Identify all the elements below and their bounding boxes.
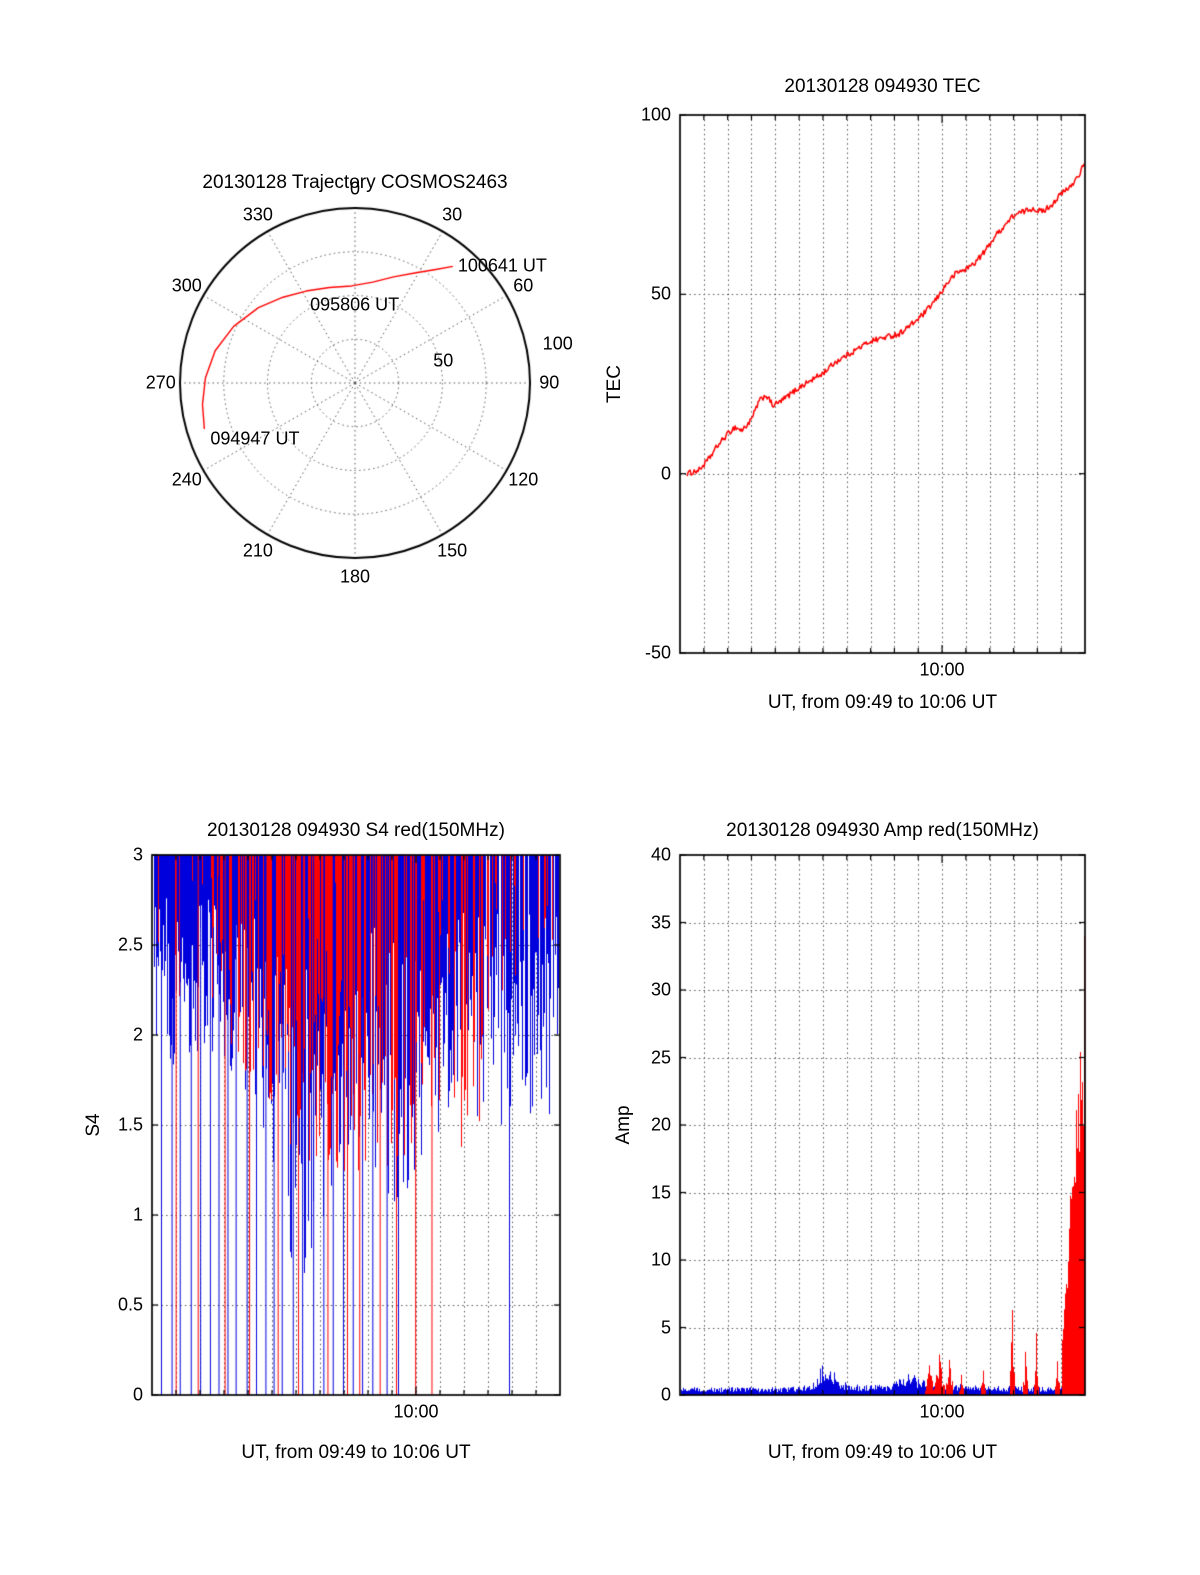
amp-panel: 20130128 094930 Amp red(150MHz) Amp UT, …	[600, 810, 1140, 1510]
tec-ytick-label: -50	[644, 642, 671, 663]
tec-plot-canvas	[600, 60, 1160, 750]
amp-title: 20130128 094930 Amp red(150MHz)	[726, 820, 1039, 841]
polar-azimuth-label-120: 120	[508, 469, 539, 490]
amp-ytick-label: 5	[660, 1317, 671, 1337]
polar-azimuth-label-60: 60	[513, 275, 534, 296]
s4-ytick-label: 2	[132, 1024, 143, 1045]
s4-x-axis-label: UT, from 09:49 to 10:06 UT	[241, 1442, 471, 1463]
tec-panel: 20130128 094930 TEC TEC UT, from 09:49 t…	[600, 60, 1160, 750]
polar-azimuth-label-0: 0	[349, 178, 361, 199]
tec-y-axis-label: TEC	[604, 365, 625, 403]
amp-ytick-label: 40	[650, 844, 671, 865]
s4-ytick-label: 2.5	[117, 934, 143, 955]
s4-panel: 20130128 094930 S4 red(150MHz) S4 UT, fr…	[80, 810, 600, 1510]
polar-azimuth-label-240: 240	[171, 469, 202, 490]
tec-ytick-label: 0	[660, 463, 671, 484]
polar-title: 20130128 Trajectory COSMOS2463	[202, 172, 508, 193]
tec-ytick-label: 100	[640, 104, 671, 125]
s4-ytick-label: 0	[132, 1384, 143, 1405]
amp-ytick-label: 10	[650, 1249, 671, 1270]
amp-xtick-label: 10:00	[919, 1401, 965, 1422]
tec-x-axis-label: UT, from 09:49 to 10:06 UT	[767, 692, 998, 713]
polar-radial-label-50: 50	[433, 350, 454, 371]
polar-azimuth-label-30: 30	[442, 204, 463, 225]
amp-x-axis-label: UT, from 09:49 to 10:06 UT	[767, 1442, 998, 1463]
polar-trajectory-panel: 20130128 Trajectory COSMOS2463 0 30 60 90 12…	[120, 160, 590, 640]
polar-azimuth-label-180: 180	[339, 566, 371, 587]
polar-azimuth-label-90: 90	[539, 372, 560, 393]
polar-azimuth-label-210: 210	[242, 540, 273, 561]
polar-sky-plot-canvas	[120, 160, 590, 640]
amp-ytick-label: 25	[650, 1047, 671, 1067]
tec-ytick-label: 50	[650, 283, 671, 304]
s4-xtick-label: 10:00	[393, 1401, 439, 1422]
s4-ytick-label: 0.5	[117, 1294, 143, 1315]
tec-title: 20130128 094930 TEC	[784, 76, 981, 97]
polar-time-annotation-2: 100641 UT	[457, 255, 547, 276]
amp-plot-canvas	[600, 810, 1140, 1510]
polar-azimuth-label-150: 150	[437, 540, 468, 561]
amp-ytick-label: 20	[650, 1114, 671, 1135]
amp-ytick-label: 15	[650, 1182, 671, 1202]
polar-azimuth-label-300: 300	[171, 275, 202, 296]
polar-time-annotation-1: 095806 UT	[310, 294, 400, 315]
polar-azimuth-label-330: 330	[242, 204, 273, 225]
polar-azimuth-label-270: 270	[145, 372, 176, 393]
amp-y-axis-label: Amp	[613, 1105, 634, 1145]
s4-ytick-label: 1.5	[117, 1114, 143, 1135]
s4-title: 20130128 094930 S4 red(150MHz)	[207, 820, 505, 841]
s4-plot-canvas	[80, 810, 600, 1510]
s4-y-axis-label: S4	[83, 1113, 104, 1137]
polar-time-annotation-0: 094947 UT	[210, 428, 300, 449]
amp-ytick-label: 35	[650, 912, 671, 932]
amp-ytick-label: 0	[660, 1384, 671, 1405]
s4-ytick-label: 1	[132, 1204, 143, 1225]
amp-ytick-label: 30	[650, 979, 671, 1000]
tec-xtick-label: 10:00	[919, 659, 965, 680]
s4-ytick-label: 3	[132, 844, 143, 865]
polar-radial-label-100: 100	[542, 333, 573, 354]
